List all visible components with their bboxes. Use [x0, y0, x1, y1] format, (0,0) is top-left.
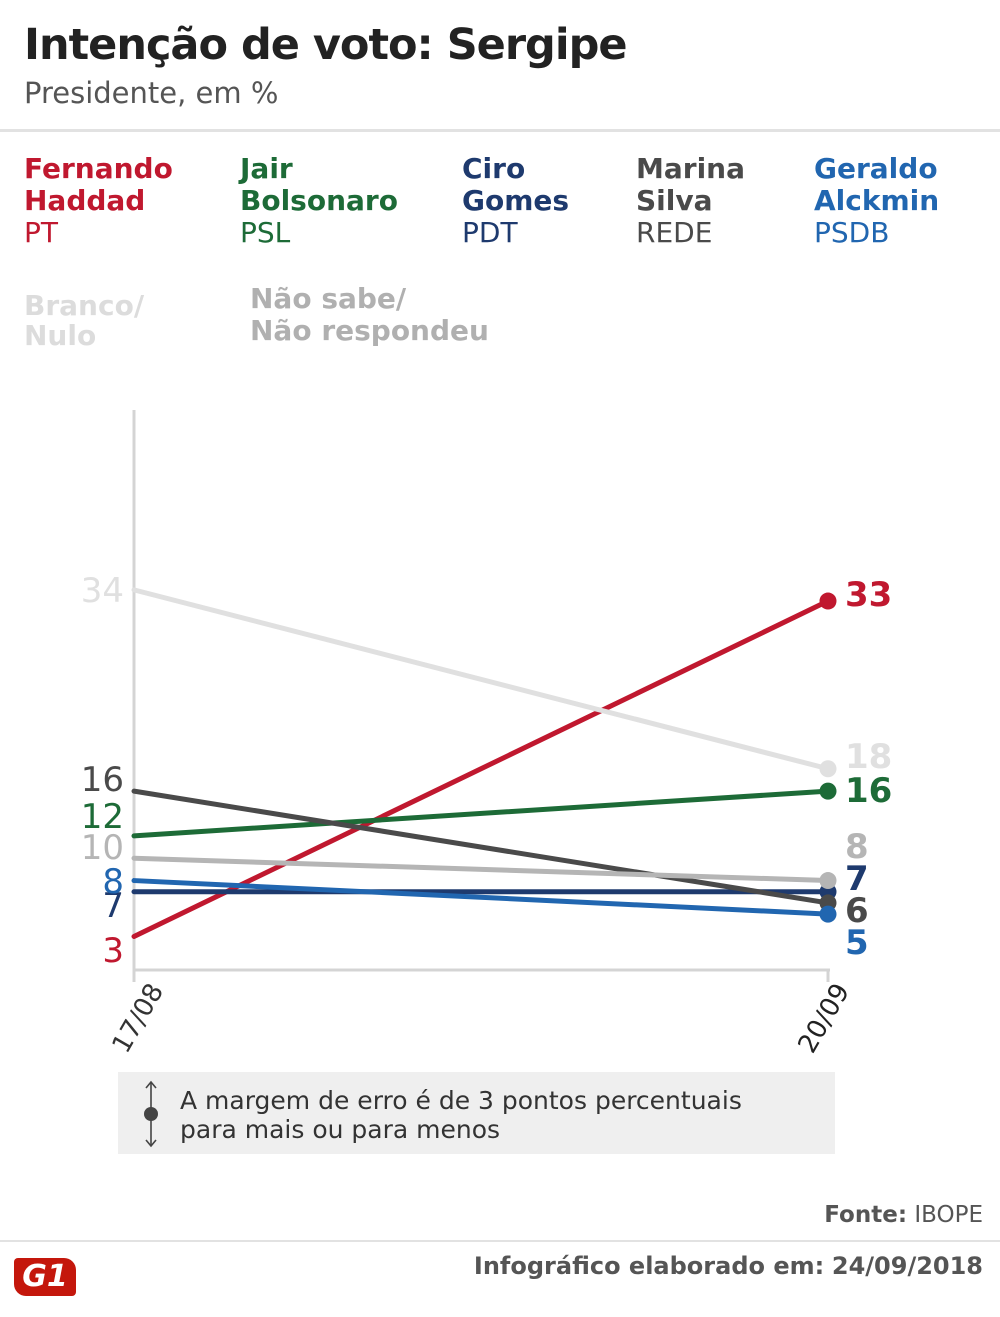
end-value-label-geraldo-alckmin: 5	[845, 923, 869, 963]
series-point-nao-sabe-nao-respondeu	[819, 872, 837, 890]
note-line-1: A margem de erro é de 3 pontos percentua…	[180, 1086, 742, 1115]
series-line-jair-bolsonaro	[131, 788, 831, 839]
legend-name-line1: Fernando	[24, 152, 173, 185]
end-value-label-jair-bolsonaro: 16	[845, 771, 892, 811]
date-value: 24/09/2018	[831, 1252, 983, 1280]
legend-item-bolsonaro: Jair Bolsonaro PSL	[240, 153, 398, 249]
infographic-date: Infográfico elaborado em: 24/09/2018	[474, 1252, 983, 1280]
legend-party: PSL	[240, 216, 291, 249]
legend-name-line2: Silva	[636, 184, 713, 217]
series-line-marina-silva	[131, 788, 831, 906]
start-value-label-nao-sabe-nao-respondeu: 10	[81, 828, 124, 868]
legend-party: PDT	[462, 216, 518, 249]
g1-logo: G1	[14, 1258, 76, 1296]
end-value-label-marina-silva: 6	[845, 891, 869, 931]
end-value-label-ciro-gomes: 7	[845, 859, 869, 899]
note-line-2: para mais ou para menos	[180, 1115, 501, 1144]
series-line-nao-sabe-nao-respondeu	[131, 855, 831, 884]
legend-name-line1: Marina	[636, 152, 745, 185]
series-point-geraldo-alckmin	[819, 905, 837, 923]
start-value-label-branco-nulo: 34	[81, 571, 124, 611]
legend-name-line2: Alckmin	[814, 184, 940, 217]
bottom-divider	[0, 1240, 1000, 1242]
source-label: Fonte:	[824, 1202, 908, 1228]
legend-name-line2: Gomes	[462, 184, 570, 217]
legend-name-line1: Jair	[240, 152, 293, 185]
series-line-fernando-haddad	[131, 598, 831, 939]
legend-name-line2: Haddad	[24, 184, 146, 217]
series-point-jair-bolsonaro	[819, 782, 837, 800]
series-line-branco-nulo	[131, 587, 831, 772]
chart-title: Intenção de voto: Sergipe	[24, 20, 628, 70]
legend-party: REDE	[636, 216, 713, 249]
legend-item-nao-sabe: Não sabe/ Não respondeu	[250, 283, 489, 347]
x-tick-label-start: 17/08	[107, 979, 170, 1059]
legend-name-line1: Ciro	[462, 152, 526, 185]
legend-party: PT	[24, 216, 58, 249]
legend-item-branco-nulo: Branco/ Nulo	[24, 291, 144, 351]
source-value: IBOPE	[914, 1202, 983, 1228]
source-credit: Fonte: IBOPE	[824, 1202, 983, 1228]
margin-of-error-note: A margem de erro é de 3 pontos percentua…	[118, 1072, 835, 1154]
legend-item-haddad: Fernando Haddad PT	[24, 153, 173, 249]
x-tick-label-end: 20/09	[793, 979, 856, 1059]
end-value-label-nao-sabe-nao-respondeu: 8	[845, 827, 869, 867]
legend-item-alckmin: Geraldo Alckmin PSDB	[814, 153, 939, 249]
legend-name-line1: Não sabe/	[250, 282, 407, 315]
end-value-label-branco-nulo: 18	[845, 737, 892, 777]
chart-subtitle: Presidente, em %	[24, 76, 279, 110]
end-value-label-fernando-haddad: 33	[845, 575, 892, 615]
legend-item-ciro: Ciro Gomes PDT	[462, 153, 569, 249]
legend-name-line2: Não respondeu	[250, 314, 489, 347]
legend-name-line2: Nulo	[24, 319, 97, 352]
margin-of-error-icon	[144, 1080, 158, 1148]
series-point-fernando-haddad	[819, 592, 837, 610]
series-point-branco-nulo	[819, 760, 837, 778]
legend-name-line1: Geraldo	[814, 152, 938, 185]
start-value-label-jair-bolsonaro: 12	[81, 797, 124, 837]
legend-item-marina: Marina Silva REDE	[636, 153, 745, 249]
series-line-geraldo-alckmin	[131, 878, 831, 917]
start-value-label-ciro-gomes: 7	[102, 886, 124, 926]
start-value-label-geraldo-alckmin: 8	[102, 862, 124, 902]
legend-party: PSDB	[814, 216, 890, 249]
start-value-label-fernando-haddad: 3	[102, 931, 124, 971]
date-label: Infográfico elaborado em:	[473, 1252, 825, 1280]
legend-name-line1: Branco/	[24, 289, 145, 322]
start-value-label-marina-silva: 16	[81, 760, 124, 800]
legend-name-line2: Bolsonaro	[240, 184, 398, 217]
top-divider	[0, 129, 1000, 132]
